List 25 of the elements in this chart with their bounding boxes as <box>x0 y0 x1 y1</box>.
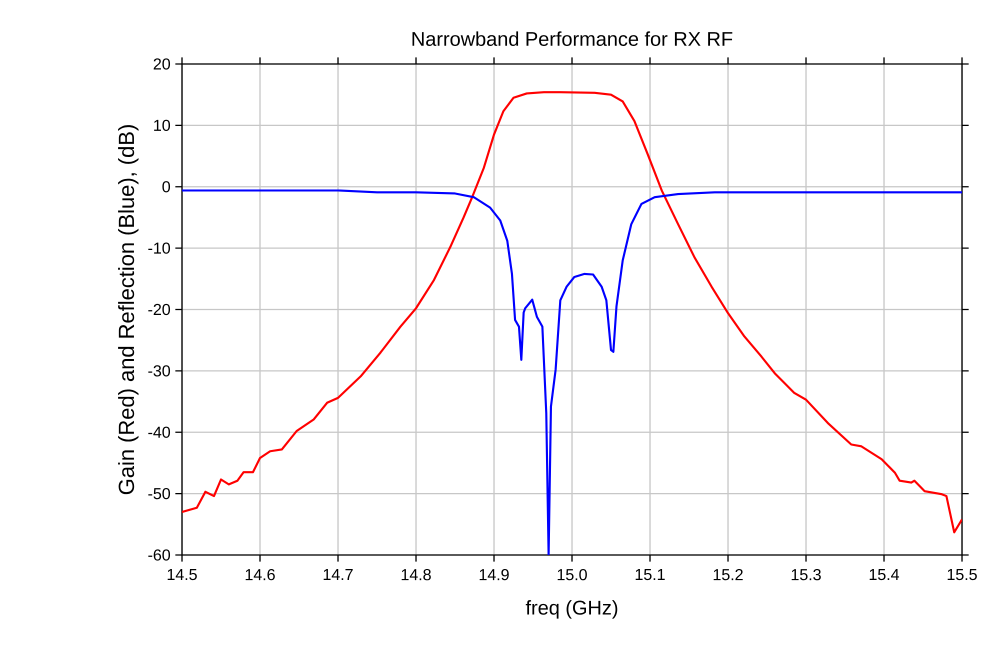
y-tick-label: -20 <box>148 304 170 316</box>
line-series <box>182 91 962 534</box>
y-tick-label: 20 <box>154 58 170 70</box>
x-axis-title: freq (GHz) <box>526 600 618 619</box>
x-tick-label: 15.2 <box>714 569 743 580</box>
x-tick-label: 14.6 <box>246 569 275 580</box>
y-tick-label: -60 <box>148 549 170 561</box>
y-tick-label: -30 <box>148 365 170 376</box>
chart-title: Narrowband Performance for RX RF <box>412 31 732 46</box>
y-tick-label: 10 <box>154 120 170 131</box>
y-tick-label: -10 <box>148 242 170 254</box>
x-tick-label: 14.9 <box>480 569 509 580</box>
x-tick-label: 15.3 <box>792 569 821 580</box>
x-tick-label: 14.8 <box>402 569 431 580</box>
y-axis-title: Gain (Red) and Reflection (Blue), (dB) <box>118 125 138 494</box>
x-tick-label: 14.7 <box>324 569 353 580</box>
x-tick-label: 15.5 <box>948 569 977 580</box>
y-tick-label: -50 <box>148 488 170 500</box>
x-tick-label: 15.0 <box>558 569 587 580</box>
y-tick-label: -40 <box>148 426 170 438</box>
line-series <box>182 189 962 555</box>
y-tick-label: 0 <box>162 181 170 192</box>
x-tick-label: 15.4 <box>870 569 900 580</box>
x-tick-label: 15.1 <box>636 569 665 580</box>
x-tick-label: 14.5 <box>168 569 197 580</box>
